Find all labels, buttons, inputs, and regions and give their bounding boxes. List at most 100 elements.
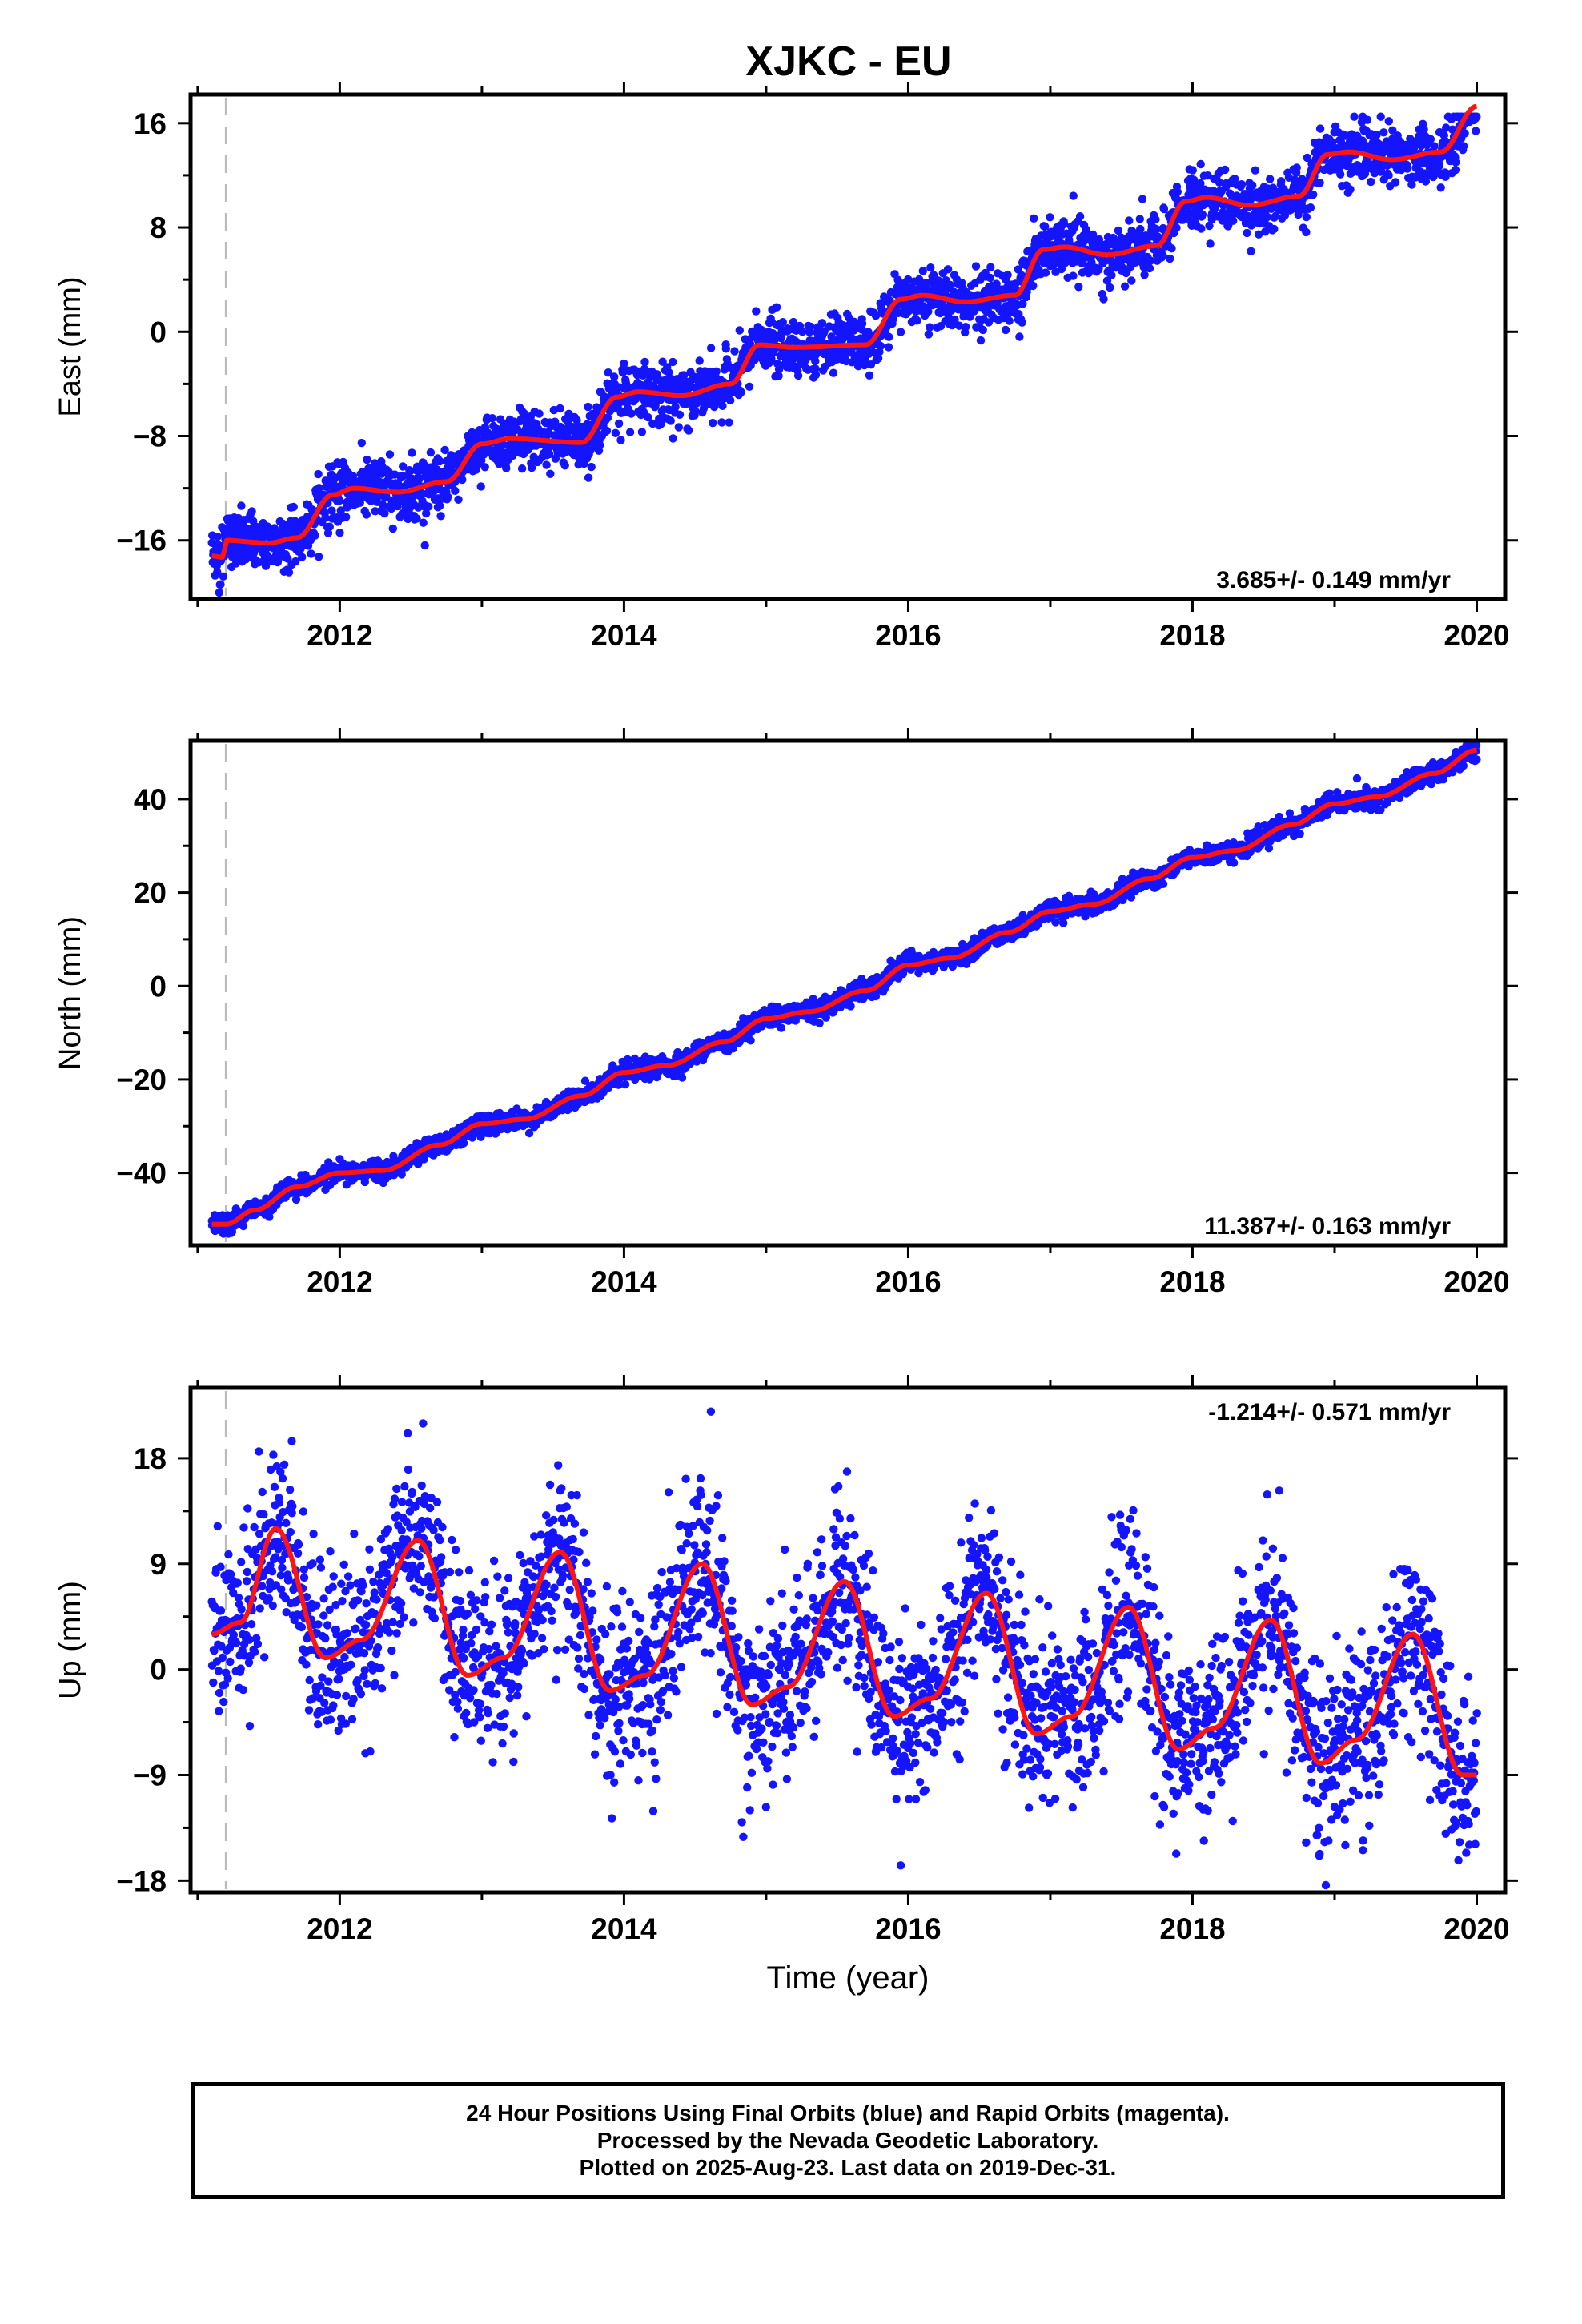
data-point	[1127, 276, 1136, 285]
data-point	[720, 394, 729, 403]
data-point	[422, 509, 431, 518]
data-point	[861, 356, 869, 364]
data-point	[1015, 332, 1024, 341]
data-point	[1306, 203, 1315, 212]
x-tick-label: 2016	[875, 619, 941, 652]
data-point	[1069, 191, 1078, 200]
data-point	[1251, 166, 1260, 175]
data-point	[215, 588, 223, 597]
data-point	[815, 1019, 824, 1028]
data-point	[584, 473, 593, 482]
data-point	[1363, 115, 1372, 124]
data-point	[1074, 283, 1083, 292]
model-curve	[211, 103, 1477, 560]
data-point	[811, 356, 820, 366]
data-point	[1270, 224, 1279, 234]
data-point	[1442, 123, 1451, 132]
data-points	[207, 112, 1481, 597]
data-point	[560, 461, 569, 470]
y-tick-label: 8	[150, 211, 167, 244]
data-point	[420, 541, 429, 550]
data-point	[913, 316, 921, 325]
data-point	[1315, 179, 1324, 187]
data-point	[665, 368, 673, 377]
data-point	[1152, 225, 1161, 234]
data-point	[404, 514, 412, 524]
data-point	[602, 426, 612, 436]
data-point	[388, 524, 397, 533]
data-point	[342, 513, 351, 521]
y-tick-label: 16	[134, 107, 167, 140]
data-point	[706, 344, 716, 352]
data-point	[1138, 195, 1147, 203]
data-point	[666, 416, 675, 425]
data-point	[517, 464, 527, 473]
data-point	[247, 507, 256, 516]
data-point	[476, 482, 485, 491]
data-point	[737, 388, 745, 396]
data-point	[648, 419, 657, 428]
data-point	[853, 362, 863, 371]
data-point	[261, 561, 271, 570]
x-tick-label: 2014	[591, 619, 657, 652]
data-point	[357, 438, 366, 448]
data-point	[627, 409, 636, 418]
data-point	[1215, 178, 1224, 187]
data-point	[458, 475, 467, 485]
data-point	[584, 402, 592, 412]
data-point	[1203, 171, 1212, 180]
data-point	[730, 347, 739, 356]
data-point	[476, 1132, 485, 1142]
data-point	[1120, 282, 1130, 291]
data-point	[817, 319, 827, 328]
data-point	[603, 413, 612, 422]
data-point	[986, 263, 995, 271]
data-point	[1136, 224, 1145, 234]
data-point	[362, 510, 371, 519]
data-point	[896, 328, 905, 336]
data-point	[472, 465, 480, 474]
data-point	[385, 450, 395, 459]
data-point	[440, 445, 449, 455]
data-point	[419, 518, 428, 527]
data-point	[1001, 325, 1010, 335]
data-point	[1430, 142, 1439, 151]
data-point	[735, 326, 744, 335]
data-point	[1069, 271, 1078, 280]
data-point	[1315, 124, 1325, 133]
data-point	[978, 325, 987, 335]
data-point	[884, 343, 893, 352]
data-point	[717, 418, 726, 427]
data-point	[321, 513, 330, 522]
data-point	[436, 501, 444, 510]
data-point	[1018, 300, 1027, 308]
x-tick-label: 2012	[307, 619, 372, 652]
data-point	[1135, 215, 1145, 223]
data-point	[954, 321, 964, 330]
data-point	[712, 367, 721, 376]
data-point	[436, 512, 445, 521]
data-point	[1158, 251, 1167, 260]
data-point	[876, 341, 885, 351]
data-point	[1146, 256, 1155, 265]
data-point	[986, 273, 995, 283]
data-point	[1114, 226, 1123, 235]
data-point	[644, 412, 652, 422]
data-point	[924, 330, 934, 339]
data-point	[811, 364, 820, 373]
data-point	[871, 312, 881, 320]
data-point	[1263, 212, 1272, 222]
data-point	[669, 357, 677, 367]
data-point	[1173, 187, 1182, 196]
data-point	[586, 446, 595, 455]
data-point	[549, 405, 558, 415]
data-point	[774, 365, 784, 374]
data-point	[1372, 131, 1381, 139]
data-point	[718, 401, 727, 410]
data-point	[323, 529, 333, 537]
data-point	[284, 568, 294, 577]
data-point	[1107, 271, 1116, 279]
data-point	[1060, 219, 1069, 228]
data-point	[620, 359, 628, 368]
